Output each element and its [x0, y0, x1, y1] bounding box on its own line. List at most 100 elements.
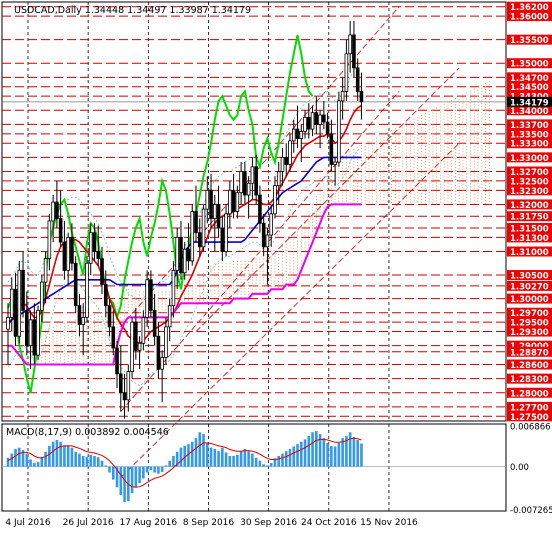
candle-body	[359, 91, 364, 103]
x-tick-label: 4 Jul 2016	[5, 518, 50, 528]
candle-body	[179, 236, 183, 274]
x-tick-label: 8 Sep 2016	[183, 518, 235, 528]
macd-bar	[277, 455, 281, 467]
price-label: 1.35500	[510, 36, 549, 46]
candle-body	[119, 373, 123, 394]
candle-body	[137, 342, 142, 351]
macd-bar	[281, 453, 284, 467]
price-label-box	[507, 11, 552, 22]
candle-body	[70, 236, 74, 264]
macd-bar	[51, 441, 55, 467]
price-label: 1.34700	[510, 74, 549, 84]
macd-bar	[17, 447, 21, 467]
candle-body	[314, 112, 319, 125]
candle-body	[47, 220, 52, 259]
candle-body	[85, 262, 89, 318]
price-label: 1.30000	[510, 295, 549, 305]
macd-bar	[85, 457, 89, 467]
candle-body	[126, 371, 131, 401]
macd-bar	[172, 455, 175, 467]
candle-body	[340, 91, 345, 102]
candle-body	[103, 284, 108, 307]
macd-bar	[254, 457, 258, 467]
candle-body	[250, 166, 255, 184]
candle-body	[145, 279, 149, 318]
candle-body	[344, 53, 349, 92]
candle-body	[212, 204, 217, 219]
price-label-box	[507, 211, 552, 222]
candle-body	[17, 269, 22, 337]
macd-bar	[236, 454, 239, 467]
macd-bar	[6, 457, 10, 467]
candle-body	[186, 248, 191, 262]
macd-bar	[337, 442, 341, 467]
macd-bar	[40, 457, 44, 467]
macd-bar	[209, 447, 213, 467]
candle-body	[130, 321, 134, 372]
price-label: 1.29500	[510, 319, 549, 329]
candle-body	[156, 335, 161, 370]
price-label: 1.28300	[510, 375, 549, 385]
channel-line	[120, 142, 460, 478]
price-label: 1.28600	[510, 361, 549, 371]
macd-bar	[288, 448, 292, 467]
macd-bar	[345, 435, 348, 467]
macd-bar	[190, 441, 194, 467]
grid	[1, 1, 507, 512]
macd-bar	[341, 438, 344, 467]
channel-line	[120, 91, 400, 412]
price-label-box	[507, 387, 552, 398]
candle-body	[21, 269, 25, 311]
macd-bar	[119, 466, 123, 496]
price-label: 1.29700	[510, 309, 549, 319]
candle-body	[231, 189, 236, 212]
candle-body	[167, 305, 172, 328]
macd-bar	[326, 442, 329, 467]
price-label: 1.36000	[510, 13, 549, 23]
candle-body	[288, 140, 292, 165]
macd-bar	[33, 463, 36, 467]
price-label: 1.30500	[510, 272, 549, 282]
candle-body	[239, 171, 243, 194]
x-tick-label: 24 Oct 2016	[301, 518, 357, 528]
price-label-box	[507, 246, 552, 257]
candle-body	[122, 392, 127, 401]
macd-bar	[330, 445, 333, 467]
green-line	[7, 34, 314, 394]
macd-bar	[198, 432, 202, 467]
macd-bar	[217, 451, 220, 467]
current-price-box	[507, 96, 552, 107]
macd-bar	[228, 455, 232, 467]
macd-bar	[74, 451, 77, 467]
price-label-box	[507, 81, 552, 92]
candle-body	[246, 182, 251, 196]
macd-bar	[269, 463, 273, 467]
price-label-box	[507, 401, 552, 412]
macd-bar	[59, 441, 62, 467]
price-label-box	[507, 138, 552, 149]
price-label-box	[507, 411, 552, 422]
candle-body	[291, 128, 296, 142]
candle-body	[306, 116, 311, 130]
macd-bar	[205, 442, 209, 467]
x-tick-label: 26 Jul 2016	[63, 518, 114, 528]
macd-bar	[333, 446, 337, 467]
chart-header: USDCAD,Daily 1.34448 1.34497 1.33987 1.3…	[14, 5, 251, 16]
macd-bar	[70, 447, 74, 467]
price-label-box	[507, 317, 552, 328]
candle-body	[261, 222, 266, 248]
macd-bar	[100, 460, 104, 467]
candle-body	[190, 211, 195, 262]
candle-body	[276, 171, 281, 187]
candles	[6, 20, 364, 419]
candle-body	[265, 234, 270, 248]
price-label-box	[507, 293, 552, 304]
macd-bar	[48, 445, 51, 467]
price-label-box	[507, 166, 552, 177]
price-label: 1.32300	[510, 187, 549, 197]
macd-bar	[96, 457, 100, 467]
candle-body	[337, 100, 341, 163]
